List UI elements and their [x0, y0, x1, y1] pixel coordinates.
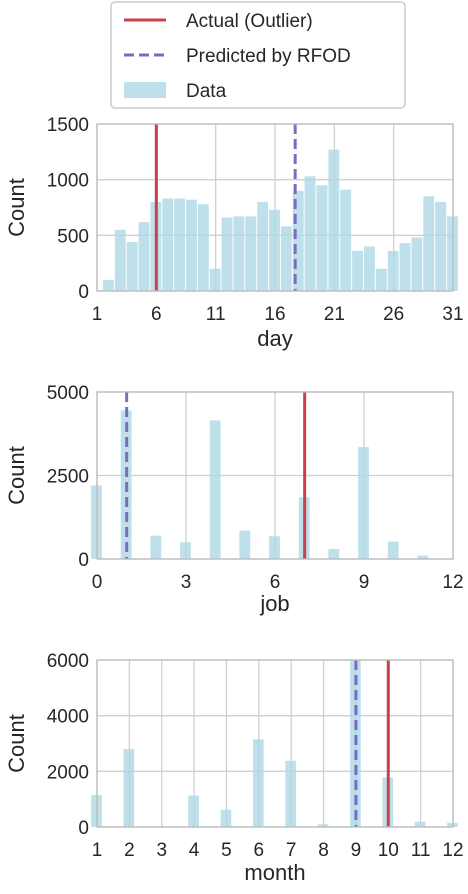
day-x-tick-label: 31: [442, 304, 463, 325]
day-bar: [138, 221, 150, 291]
job-x-tick-label: 0: [92, 572, 103, 593]
job-y-axis-label: Count: [4, 446, 29, 505]
job-bar: [209, 420, 221, 559]
month-x-tick-label: 4: [189, 840, 200, 861]
day-bar: [411, 237, 423, 291]
job-y-tick-label: 2500: [47, 467, 89, 488]
job-x-tick-label: 3: [181, 572, 192, 593]
day-bar: [257, 201, 269, 291]
month-bar: [317, 824, 329, 827]
month-bar: [285, 760, 297, 827]
day-bar: [102, 279, 114, 291]
job-bar: [328, 548, 340, 559]
legend-actual-label: Actual (Outlier): [186, 11, 313, 32]
day-bar: [399, 243, 411, 291]
day-axes-frame: [96, 123, 454, 292]
day-x-tick-label: 26: [383, 304, 404, 325]
job-bar: [358, 447, 369, 559]
legend-predicted-label: Predicted by RFOD: [186, 46, 351, 67]
month-axes-frame: [96, 659, 454, 828]
month-y-tick-label: 4000: [47, 707, 89, 728]
month-bar: [123, 749, 135, 827]
day-y-tick-label: 500: [57, 226, 89, 247]
job-bar: [387, 541, 399, 559]
legend-frame: [110, 1, 406, 109]
job-bar: [269, 536, 280, 559]
day-bar: [280, 226, 292, 291]
month-y-tick-label: 2000: [47, 762, 89, 783]
month-bar: [252, 739, 264, 827]
day-y-tick-label: 1500: [47, 115, 89, 136]
day-bar: [435, 201, 447, 291]
job-x-tick-label: 9: [359, 572, 370, 593]
month-x-tick-label: 12: [442, 840, 463, 861]
job-x-tick-label: 12: [442, 572, 463, 593]
month-y-axis-label: Count: [4, 714, 29, 773]
day-bar: [233, 216, 245, 291]
day-x-tick-label: 11: [206, 304, 226, 325]
day-bar: [387, 250, 399, 291]
legend: Actual (Outlier) Predicted by RFOD Data: [110, 1, 406, 109]
month-x-tick-label: 10: [378, 840, 399, 861]
legend-data-label: Data: [186, 81, 227, 102]
day-bar: [316, 185, 328, 291]
day-bar: [340, 189, 352, 291]
day-x-axis-label: day: [257, 326, 292, 351]
day-bar: [328, 149, 340, 291]
day-bar: [186, 199, 197, 291]
day-x-tick-label: 16: [264, 304, 285, 325]
job-x-tick-label: 6: [270, 572, 281, 593]
month-x-axis-label: month: [244, 860, 305, 885]
month-bar: [220, 809, 232, 827]
day-bar: [423, 196, 435, 291]
job-y-tick-label: 5000: [47, 383, 89, 404]
job-y-tick-label: 0: [78, 550, 89, 571]
day-bar: [304, 176, 316, 291]
day-bar: [197, 204, 209, 291]
day-bar: [245, 216, 257, 291]
job-bar: [417, 555, 429, 559]
month-bar: [414, 821, 426, 827]
month-x-tick-label: 8: [318, 840, 329, 861]
day-y-tick-label: 0: [78, 282, 89, 303]
month-x-tick-label: 1: [92, 840, 103, 861]
day-x-tick-label: 6: [151, 304, 162, 325]
month-x-tick-label: 3: [156, 840, 167, 861]
day-y-axis-label: Count: [4, 178, 29, 237]
job-bar: [239, 530, 251, 559]
job-x-axis-label: job: [259, 591, 289, 616]
day-bar: [162, 198, 174, 291]
day-bar: [221, 217, 233, 291]
day-bar: [209, 268, 221, 291]
month-x-tick-label: 7: [286, 840, 297, 861]
day-bar: [375, 268, 387, 291]
month-x-tick-label: 2: [124, 840, 135, 861]
day-bar: [364, 246, 375, 291]
job-axes-frame: [96, 391, 454, 560]
month-x-tick-label: 9: [351, 840, 362, 861]
day-bar: [292, 190, 304, 291]
day-bar: [269, 209, 280, 291]
day-bar: [174, 198, 185, 291]
day-bar: [114, 229, 126, 291]
day-y-tick-label: 1000: [47, 171, 89, 192]
month-y-tick-label: 0: [78, 818, 89, 839]
legend-data-swatch: [124, 82, 166, 98]
job-bar: [150, 535, 162, 559]
day-x-tick-label: 21: [324, 304, 345, 325]
month-x-tick-label: 5: [221, 840, 232, 861]
job-bar: [180, 542, 191, 559]
day-bar: [352, 250, 363, 291]
job-chart: 0 3 6 9 12 0 2500 5000 job Count: [4, 383, 464, 616]
month-y-tick-label: 6000: [47, 651, 89, 672]
month-x-tick-label: 6: [254, 840, 265, 861]
month-x-tick-label: 11: [411, 840, 431, 861]
day-x-tick-label: 1: [92, 304, 103, 325]
month-bar: [188, 795, 199, 827]
day-bar: [126, 242, 138, 291]
